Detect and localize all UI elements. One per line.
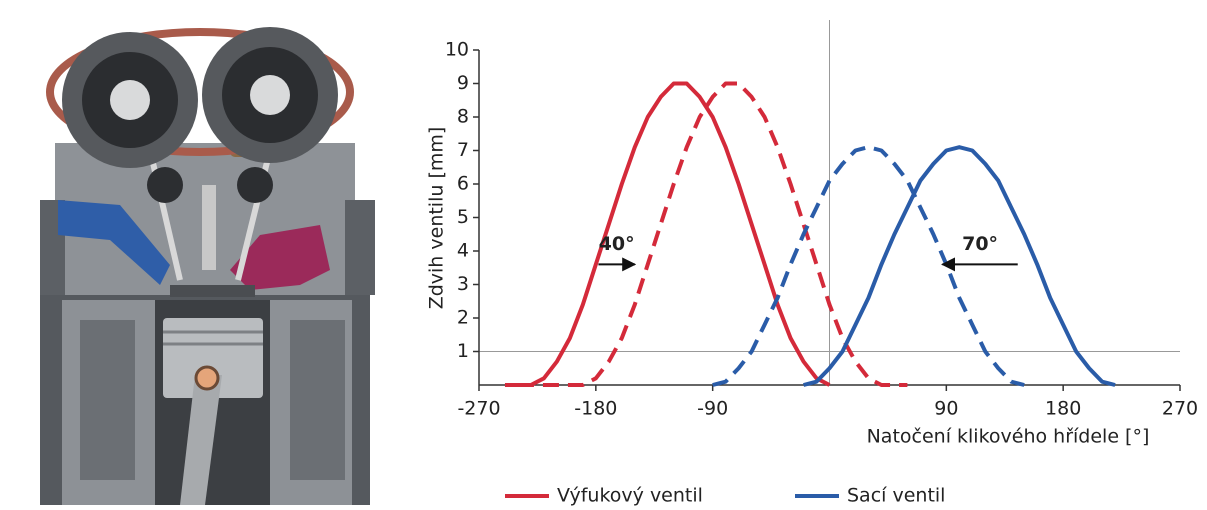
x-tick-label: -90	[697, 398, 728, 420]
y-tick-label: 7	[457, 139, 469, 161]
x-tick-label: -180	[574, 398, 617, 420]
y-tick-label: 6	[457, 173, 469, 195]
legend-label: Sací ventil	[847, 485, 945, 507]
chart: Natočení klikového hřídele [°] Zdvih ven…	[0, 0, 1207, 510]
legend-label: Výfukový ventil	[557, 485, 703, 507]
y-tick-label: 8	[457, 106, 469, 128]
y-tick-label: 3	[457, 273, 469, 295]
annotation-label: 70°	[962, 233, 998, 255]
x-tick-label: 180	[1045, 398, 1081, 420]
engine-illustration	[40, 27, 375, 505]
y-tick-label: 2	[457, 307, 469, 329]
annotation-label: 40°	[599, 233, 635, 255]
y-tick-label: 10	[445, 39, 469, 61]
series-line	[713, 147, 1025, 385]
y-tick-label: 5	[457, 206, 469, 228]
x-axis-title: Natočení klikového hřídele [°]	[867, 426, 1150, 448]
x-tick-label: 270	[1162, 398, 1198, 420]
series-line	[505, 84, 830, 386]
x-tick-label: 90	[934, 398, 958, 420]
x-tick-label: -270	[457, 398, 500, 420]
y-axis-title: Zdvih ventilu [mm]	[426, 127, 448, 310]
y-tick-label: 9	[457, 72, 469, 94]
page: Natočení klikového hřídele [°] Zdvih ven…	[0, 0, 1207, 510]
y-tick-label: 1	[457, 340, 469, 362]
y-tick-label: 4	[457, 240, 469, 262]
